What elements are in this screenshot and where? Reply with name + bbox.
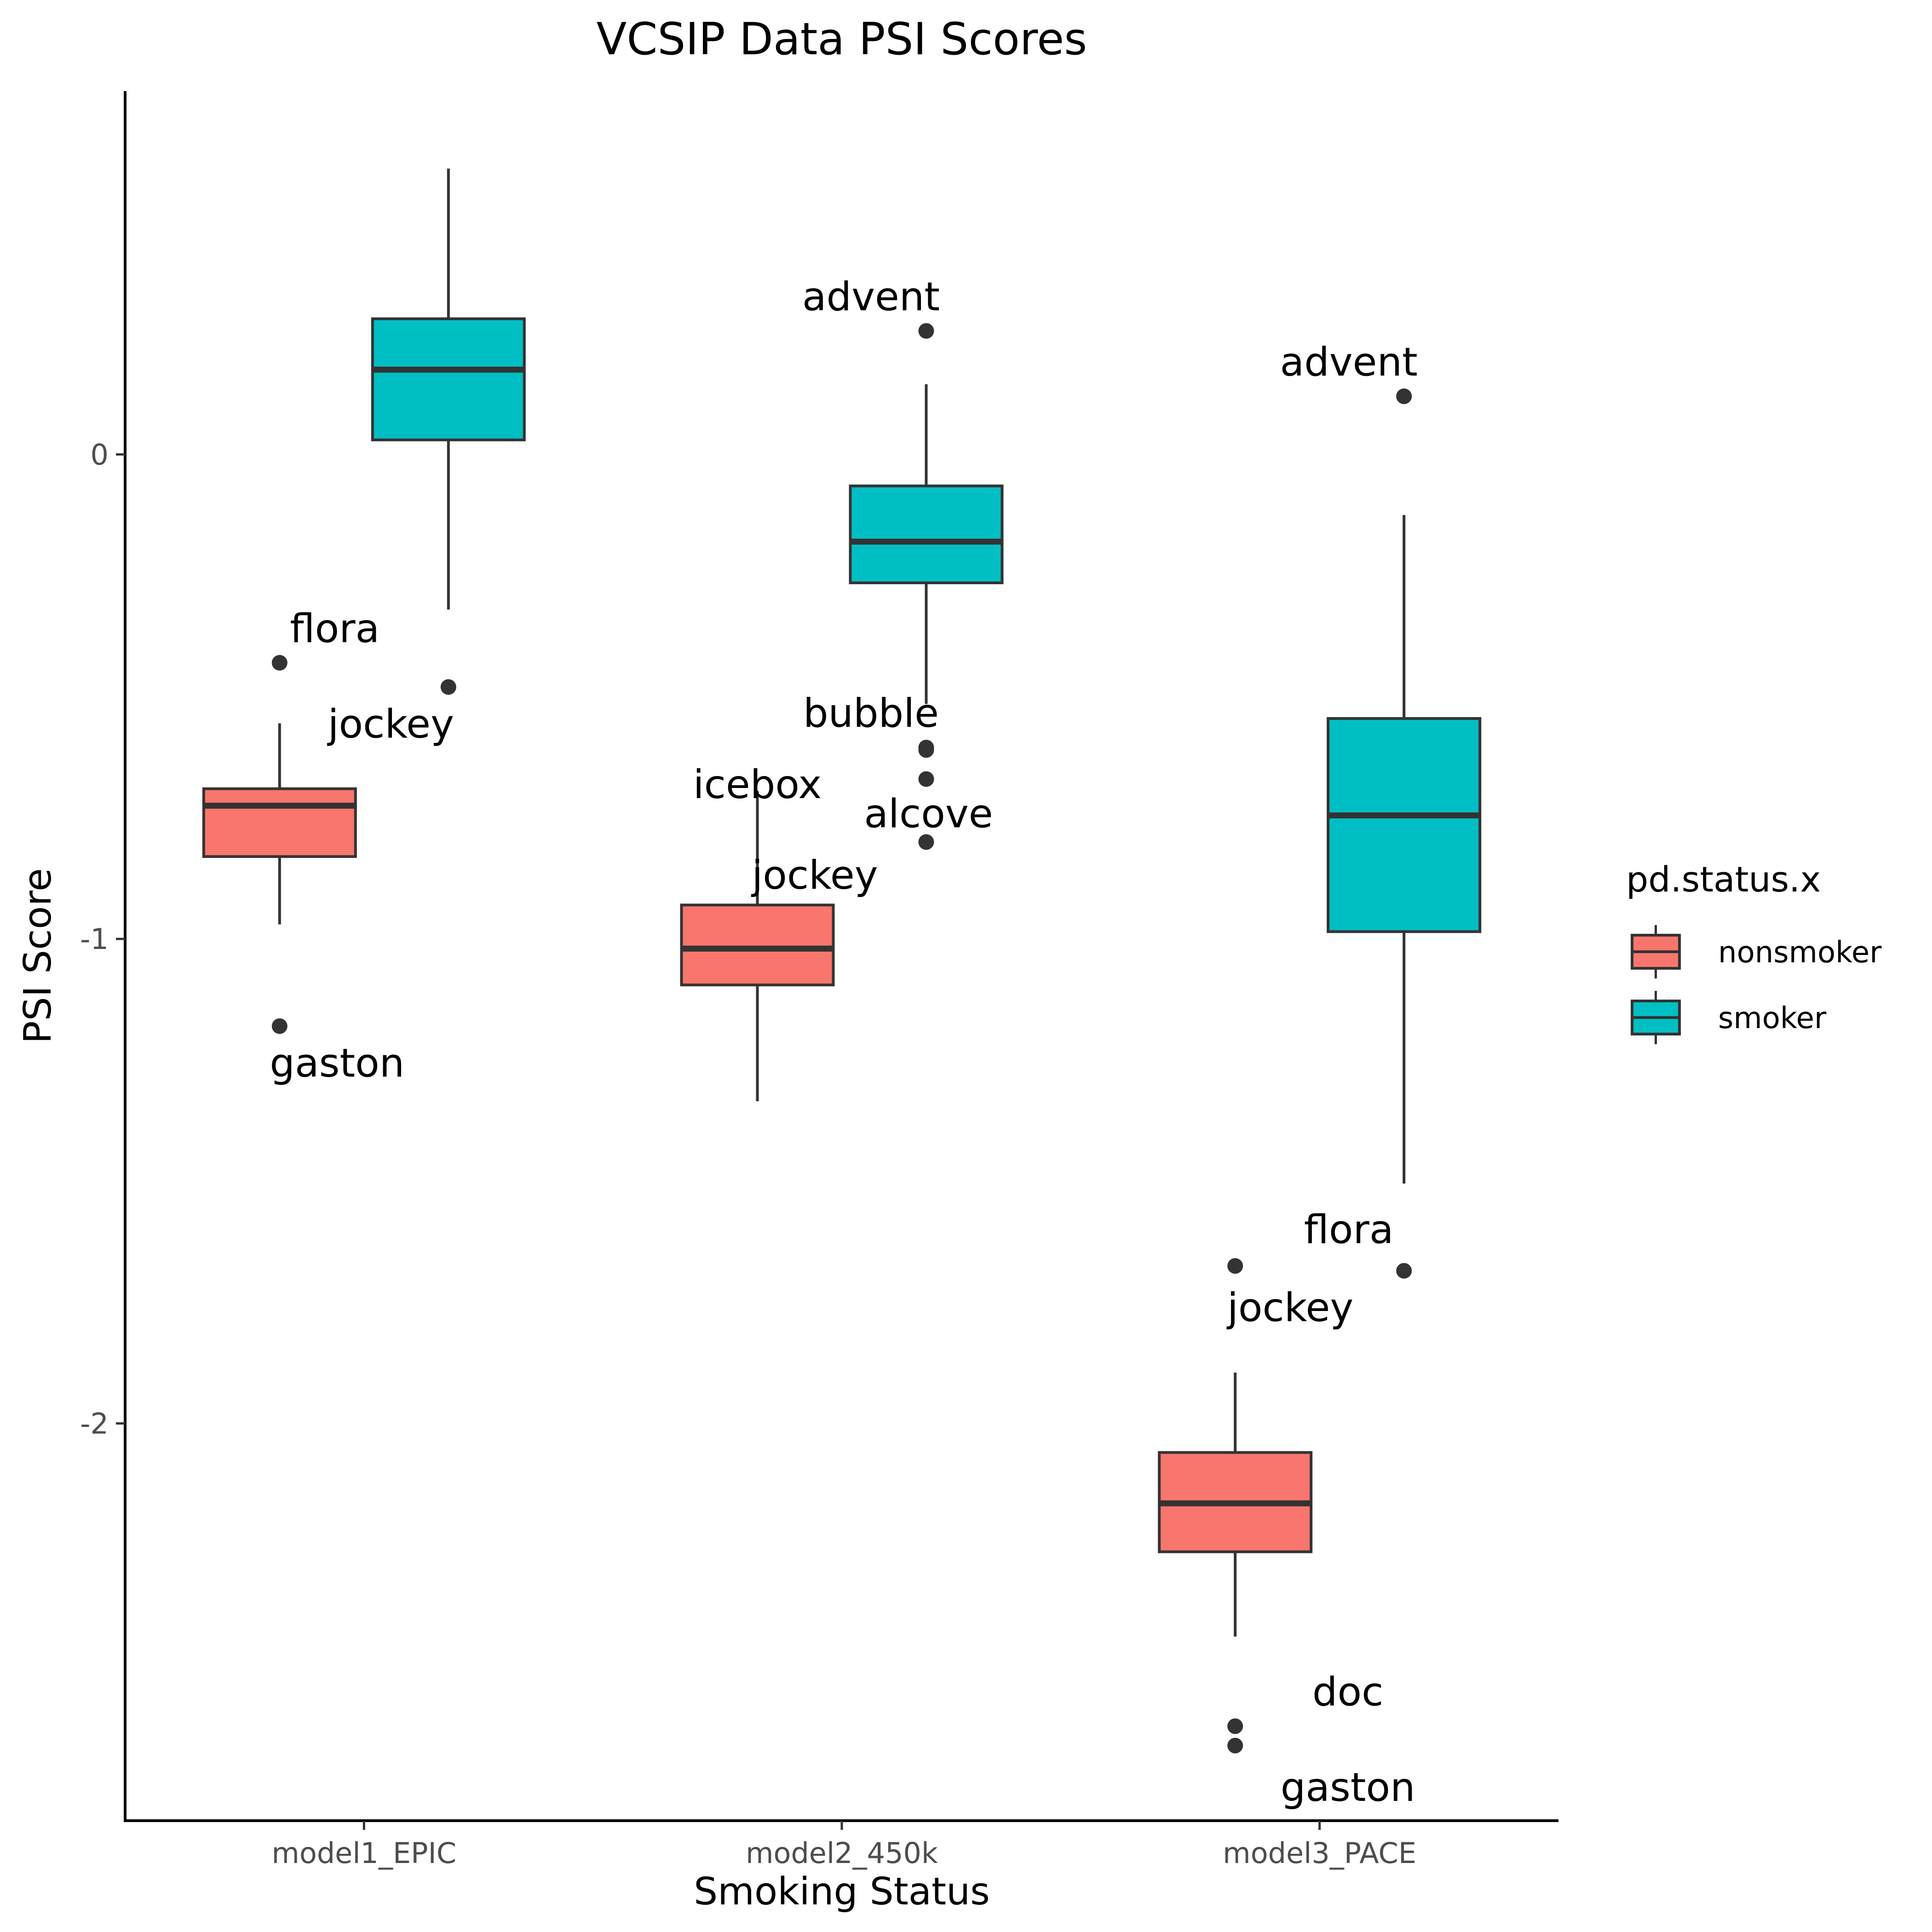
outlier-label: icebox bbox=[693, 762, 822, 808]
outlier-point bbox=[918, 834, 934, 850]
outlier-point bbox=[918, 742, 934, 758]
outlier-label: flora bbox=[1304, 1207, 1394, 1253]
outlier-point bbox=[271, 655, 288, 671]
outlier-label: bubble bbox=[803, 690, 939, 736]
y-tick-label: 0 bbox=[91, 438, 109, 472]
outlier-point bbox=[1227, 1258, 1243, 1274]
outlier-label: advent bbox=[802, 274, 940, 320]
outlier-point bbox=[918, 323, 934, 339]
plot-area: flora gaston jockey doc gaston icebox jockey jo… bbox=[202, 168, 1482, 1811]
outlier-label: alcove bbox=[864, 791, 993, 837]
y-tick-label: -1 bbox=[80, 922, 109, 956]
outlier-point bbox=[918, 771, 934, 787]
outlier-label: advent bbox=[1280, 339, 1418, 385]
box-smoker-model3_PACE bbox=[1327, 717, 1482, 933]
x-tick-label: model1_EPIC bbox=[272, 1836, 457, 1870]
outlier-point bbox=[271, 1018, 288, 1034]
outlier-label: jockey bbox=[751, 852, 878, 898]
legend-label-nonsmoker: nonsmoker bbox=[1718, 936, 1882, 970]
x-tick-label: model2_450k bbox=[746, 1836, 938, 1870]
box-nonsmoker-model2_450k bbox=[680, 903, 835, 987]
outlier-label: jockey bbox=[327, 701, 454, 747]
box-smoker-model2_450k bbox=[849, 484, 1004, 585]
outlier-label: gaston bbox=[270, 1041, 404, 1087]
outlier-point bbox=[1396, 388, 1412, 404]
outlier-point bbox=[1396, 1263, 1412, 1279]
outlier-point bbox=[1227, 1737, 1243, 1754]
outlier-point bbox=[1227, 1718, 1243, 1734]
legend-title: pd.status.x bbox=[1626, 859, 1821, 900]
outlier-label: flora bbox=[290, 606, 380, 652]
legend: pd.status.x nonsmoker smoker bbox=[1626, 859, 1882, 1044]
x-axis-title: Smoking Status bbox=[694, 1870, 990, 1914]
outlier-label: gaston bbox=[1281, 1765, 1415, 1811]
box-smoker-model1_EPIC bbox=[371, 317, 526, 442]
legend-label-smoker: smoker bbox=[1718, 1001, 1827, 1035]
axes: 0 -1 -2 model1_EPIC model2_450k model3_PACE bbox=[80, 438, 1416, 1870]
outlier-point bbox=[440, 679, 456, 695]
chart-title: VCSIP Data PSI Scores bbox=[597, 13, 1087, 65]
y-axis-title: PSI Score bbox=[16, 868, 60, 1043]
x-tick-label: model3_PACE bbox=[1223, 1836, 1416, 1870]
box-nonsmoker-model1_EPIC bbox=[202, 787, 357, 858]
y-tick-label: -2 bbox=[80, 1407, 109, 1440]
outlier-label: doc bbox=[1312, 1669, 1384, 1715]
outlier-label: jockey bbox=[1226, 1285, 1353, 1331]
